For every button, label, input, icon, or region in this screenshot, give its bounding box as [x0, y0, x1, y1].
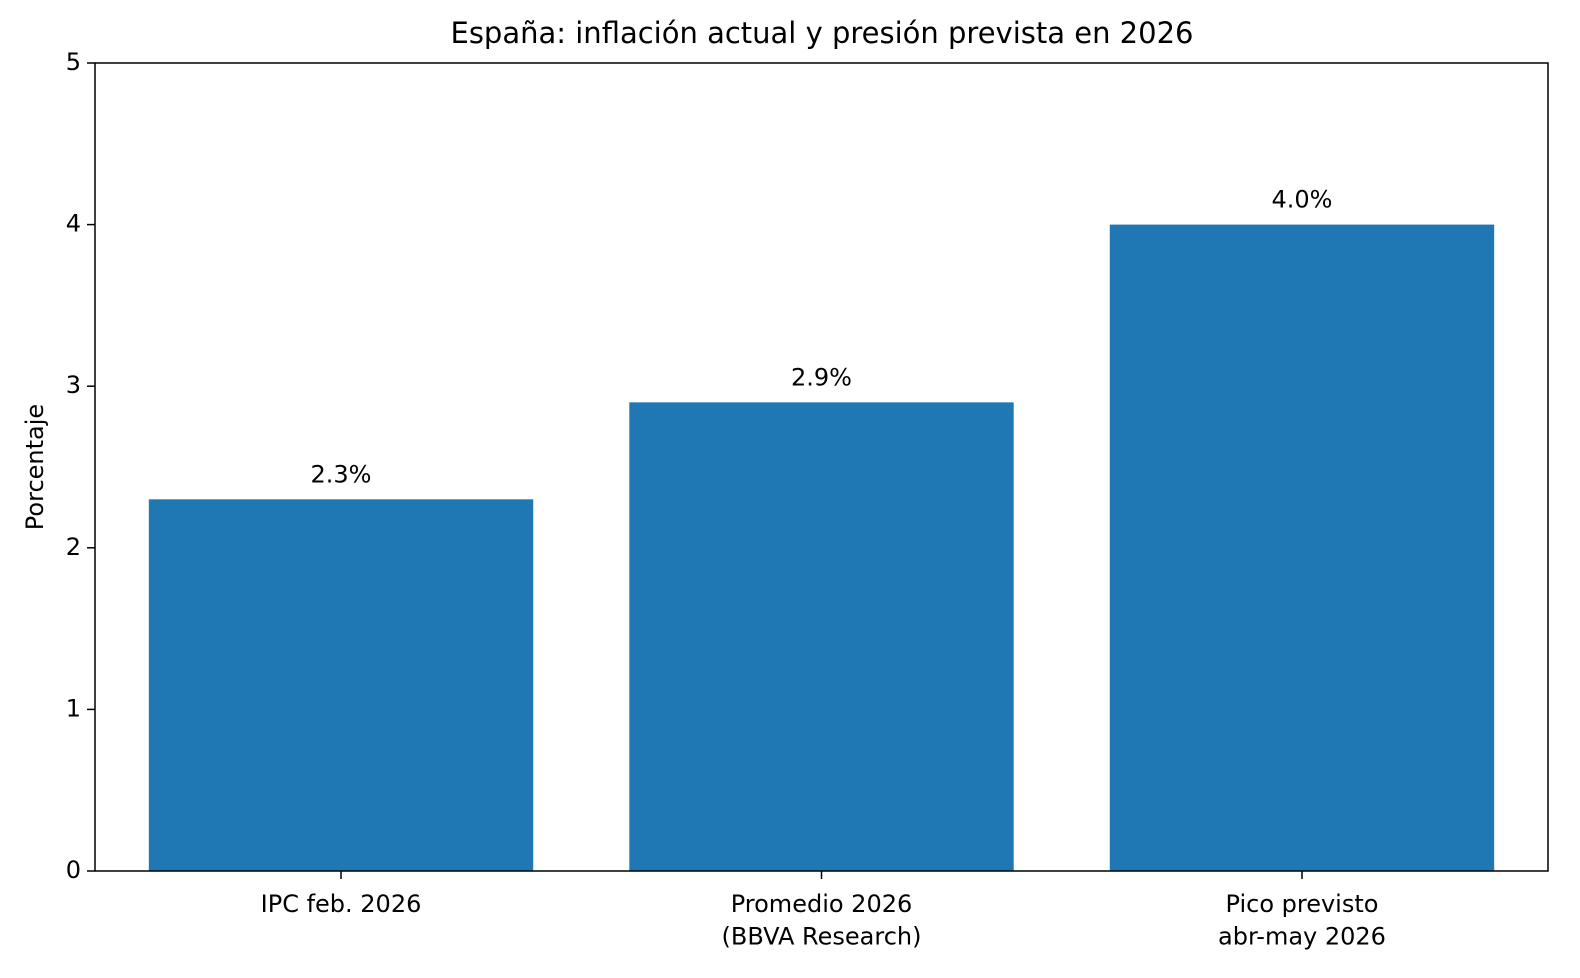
plot-frame	[94, 62, 1549, 872]
y-tick-label: 3	[66, 371, 81, 399]
y-axis-label: Porcentaje	[21, 404, 49, 530]
y-tick-label: 2	[66, 533, 81, 561]
x-tick-label: Pico previsto abr-may 2026	[1218, 890, 1386, 950]
y-tick-label: 4	[66, 210, 81, 238]
y-tick-label: 0	[66, 856, 81, 884]
y-tick-label: 5	[66, 48, 81, 76]
x-tick-label: Promedio 2026 (BBVA Research)	[722, 890, 922, 950]
chart-title: España: inflación actual y presión previ…	[451, 16, 1194, 50]
bar	[148, 499, 534, 871]
data-label: 4.0%	[1271, 186, 1332, 214]
bar	[1109, 224, 1495, 872]
y-tick-label: 1	[66, 694, 81, 722]
bar	[629, 402, 1014, 871]
data-label: 2.3%	[311, 460, 372, 488]
data-label: 2.9%	[791, 363, 852, 391]
x-tick-label: IPC feb. 2026	[261, 890, 422, 918]
